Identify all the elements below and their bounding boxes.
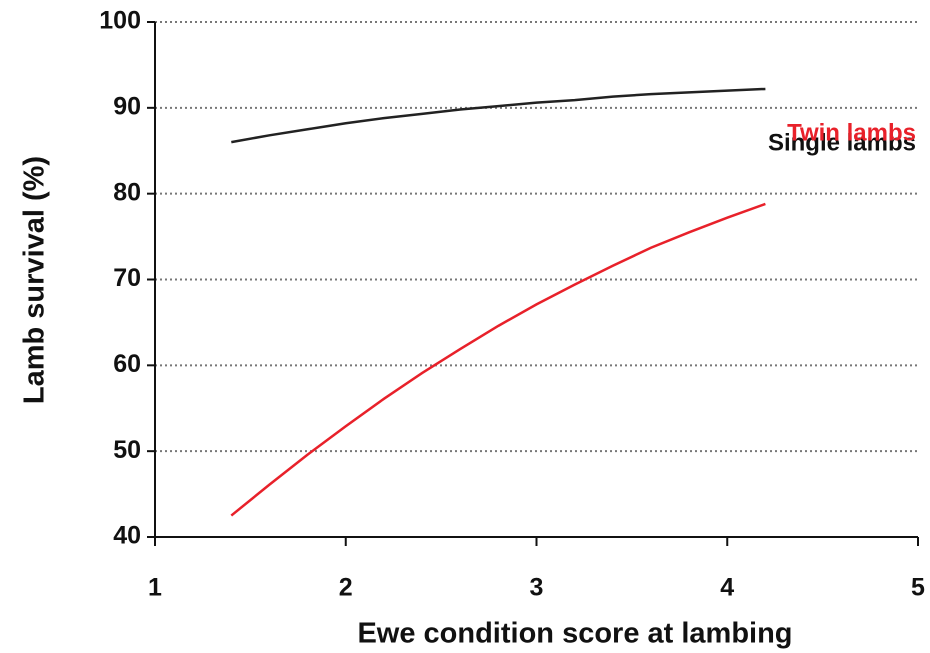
x-tick-label: 4 [720, 574, 734, 602]
y-tick-label: 80 [113, 178, 141, 206]
y-tick-label: 60 [113, 350, 141, 378]
x-tick-label: 1 [148, 574, 162, 602]
line-series [231, 87, 766, 144]
x-tick-label: 2 [339, 574, 353, 602]
y-tick-label: 70 [113, 264, 141, 292]
series-label: Single lambs [768, 129, 916, 156]
x-tick-label: 5 [911, 574, 925, 602]
line-series [230, 202, 766, 517]
y-tick-label: 40 [113, 522, 141, 550]
x-tick-label: 3 [530, 574, 544, 602]
y-axis-title: Lamb survival (%) [19, 156, 51, 404]
y-tick-label: 100 [99, 7, 141, 35]
y-tick-label: 50 [113, 436, 141, 464]
x-axis-title: Ewe condition score at lambing [357, 618, 792, 650]
y-tick-label: 90 [113, 92, 141, 120]
series-label: Twin lambs [787, 119, 916, 146]
